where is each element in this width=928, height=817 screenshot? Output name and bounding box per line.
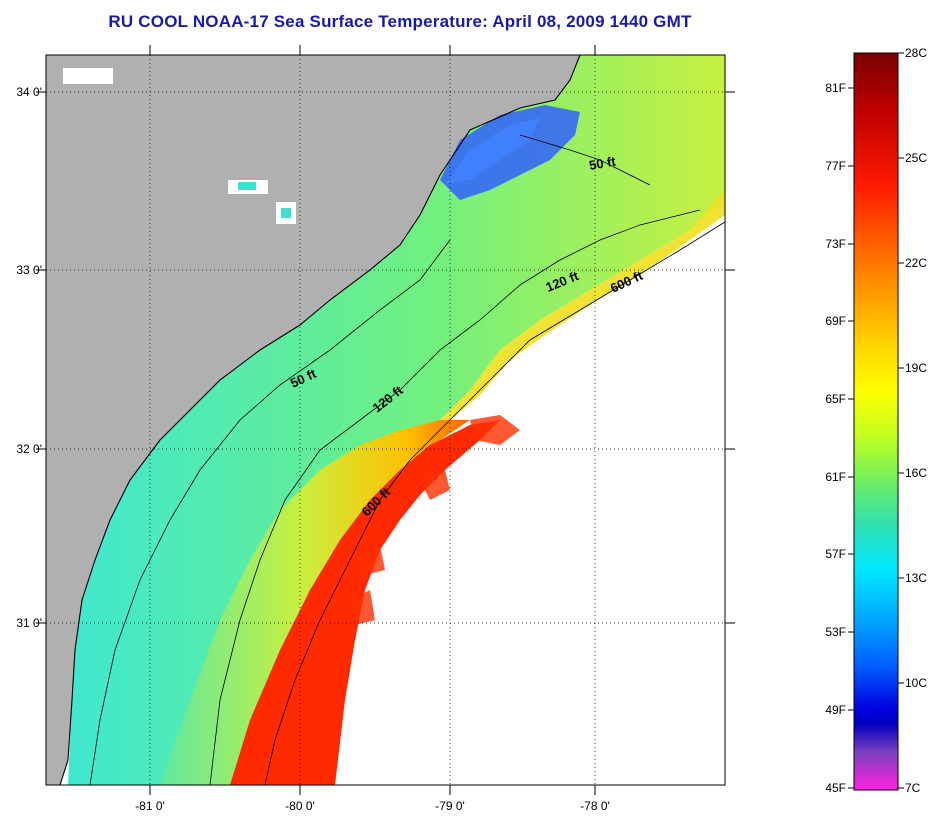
- isobath-600ft: [264, 221, 725, 785]
- lon-tick-label: -79 0': [435, 799, 465, 813]
- colorbar-gradient: [853, 52, 899, 791]
- cloud-patch: [63, 68, 113, 84]
- contour-label-50ft-north: 50 ft: [588, 153, 618, 173]
- colorbar-f-label: 65F: [825, 392, 846, 406]
- map-title: RU COOL NOAA-17 Sea Surface Temperature:…: [108, 12, 692, 31]
- colorbar-f-label: 49F: [825, 703, 846, 717]
- colorbar-f-label: 57F: [825, 547, 846, 561]
- lat-tick-label: 31 0': [16, 616, 42, 630]
- colorbar-f-label: 61F: [825, 470, 846, 484]
- colorbar-c-label: 28C: [905, 46, 927, 60]
- cold-water-core: [445, 118, 540, 185]
- sst-map: 50 ft 120 ft 600 ft 50 ft 120 ft 600 ft …: [16, 45, 735, 813]
- axis-ticks: [36, 45, 735, 795]
- colorbar-c-label: 10C: [905, 676, 927, 690]
- coastline: [59, 55, 581, 785]
- lon-tick-label: -80 0': [285, 799, 315, 813]
- colorbar-c-label: 19C: [905, 361, 927, 375]
- lake-patch: [238, 182, 256, 190]
- lat-tick-label: 32 0': [16, 442, 42, 456]
- colorbar-c-label: 16C: [905, 466, 927, 480]
- isobath-120ft: [209, 209, 701, 785]
- colorbar-f-label: 53F: [825, 625, 846, 639]
- colorbar-c-label: 13C: [905, 571, 927, 585]
- land-area: [46, 55, 580, 785]
- isobath-50ft: [89, 134, 651, 785]
- colorbar-f-label: 81F: [825, 81, 846, 95]
- colorbar-f-label: 77F: [825, 159, 846, 173]
- lake-patch: [281, 208, 291, 218]
- colorbar-c-label: 25C: [905, 151, 927, 165]
- lat-tick-label: 33 0': [16, 263, 42, 277]
- colorbar-f-label: 45F: [825, 781, 846, 795]
- lat-lon-grid: [46, 55, 725, 785]
- colorbar-f-label: 69F: [825, 314, 846, 328]
- colorbar-f-label: 73F: [825, 237, 846, 251]
- gulf-stream-red-flecks: [350, 415, 520, 625]
- colorbar-c-label: 7C: [905, 781, 921, 795]
- gulf-stream-red: [230, 420, 500, 785]
- lon-tick-label: -81 0': [135, 799, 165, 813]
- lat-tick-label: 34 0': [16, 85, 42, 99]
- colorbar: 81F 77F 73F 69F 65F 61F 57F 53F 49F 45F …: [825, 46, 927, 795]
- colorbar-c-label: 22C: [905, 256, 927, 270]
- lon-tick-label: -78 0': [580, 799, 610, 813]
